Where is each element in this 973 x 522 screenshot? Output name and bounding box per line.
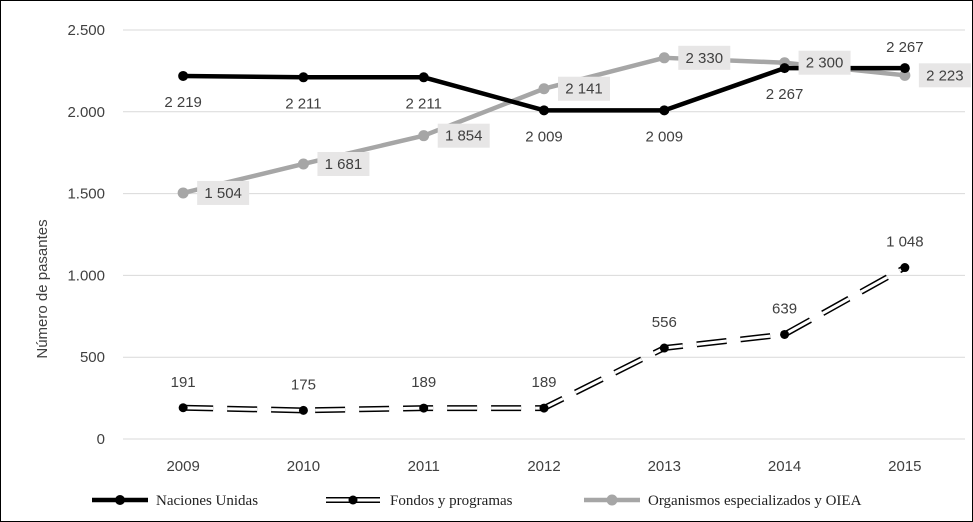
data-label-box-organismos <box>678 45 731 70</box>
data-label-box-organismos <box>317 151 370 176</box>
x-axis-ticks: 2009 2010 2011 2012 2013 2014 2015 <box>166 458 921 475</box>
data-label-naciones: 2 009 <box>525 128 563 145</box>
data-label-box-organismos <box>918 63 971 88</box>
series-naciones-point <box>298 72 309 83</box>
legend-label-naciones: Naciones Unidas <box>156 493 258 509</box>
data-label-naciones: 2 267 <box>766 86 804 103</box>
series-fondos-point <box>178 403 188 413</box>
series-naciones-point <box>779 63 790 74</box>
y-axis-label: Número de pasantes <box>34 219 51 358</box>
series-organismos-point <box>297 158 309 170</box>
legend-marker-naciones <box>115 495 125 505</box>
series-fondos-point <box>780 329 790 339</box>
series-fondos-point <box>419 403 429 413</box>
series-naciones-point <box>539 105 549 116</box>
x-tick-label: 2012 <box>527 458 560 475</box>
series-organismos-point <box>177 187 189 199</box>
data-label-naciones: 2 009 <box>646 128 684 145</box>
series-organismos-point <box>658 52 670 64</box>
data-label-organismos: 2 300 <box>806 55 844 72</box>
data-label-organismos: 2 141 <box>565 81 603 98</box>
data-label-organismos: 1 681 <box>325 156 363 173</box>
data-label-fondos: 189 <box>531 374 556 391</box>
data-label-naciones: 2 219 <box>164 94 202 111</box>
y-tick-label: 1.500 <box>67 186 105 203</box>
x-tick-label: 2011 <box>408 458 440 475</box>
x-tick-label: 2009 <box>166 458 199 475</box>
data-label-fondos: 189 <box>411 374 436 391</box>
series-organismos-point <box>538 83 550 95</box>
y-axis-ticks: 0 500 1.000 1.500 2.000 2.500 <box>67 22 105 448</box>
series-fondos-point <box>298 405 308 415</box>
y-tick-label: 1.000 <box>67 267 105 284</box>
y-tick-label: 2.500 <box>67 22 105 39</box>
x-tick-label: 2013 <box>648 458 681 475</box>
legend-label-fondos: Fondos y programas <box>390 493 513 509</box>
series-fondos-point <box>659 343 669 353</box>
x-tick-label: 2015 <box>888 458 921 475</box>
series-naciones-point <box>659 105 670 116</box>
data-label-organismos: 2 223 <box>926 67 964 84</box>
data-labels-layer: 2 219 2 211 2 211 2 009 2 009 2 267 2 267 191 17… <box>164 39 971 393</box>
data-label-organismos: 1 504 <box>204 185 242 202</box>
data-label-fondos: 556 <box>652 314 677 331</box>
y-tick-label: 0 <box>97 431 105 448</box>
data-label-naciones: 2 211 <box>285 95 321 112</box>
data-label-fondos: 1 048 <box>886 234 924 251</box>
series-organismos-point <box>418 130 430 142</box>
data-label-organismos: 2 330 <box>686 50 724 67</box>
data-label-box-organismos <box>558 76 610 101</box>
data-label-organismos: 1 854 <box>445 128 483 145</box>
x-tick-label: 2014 <box>768 458 801 475</box>
legend: Naciones Unidas Fondos y programas Organis… <box>92 493 862 509</box>
data-label-fondos: 639 <box>772 300 797 317</box>
series-naciones-point <box>178 70 189 81</box>
data-label-box-organismos <box>197 180 250 205</box>
series-naciones-point <box>899 63 910 74</box>
y-tick-label: 2.000 <box>67 104 105 121</box>
data-label-naciones: 2 267 <box>886 39 924 56</box>
data-label-fondos: 191 <box>171 374 196 391</box>
series-layer <box>177 52 911 415</box>
series-organismos-point <box>899 69 911 81</box>
y-tick-label: 500 <box>80 349 105 366</box>
series-naciones-point <box>418 72 429 83</box>
data-label-naciones: 2 211 <box>405 95 441 112</box>
legend-label-organismos: Organismos especializados y OIEA <box>648 493 862 509</box>
legend-marker-organismos <box>606 494 618 506</box>
series-fondos-point <box>900 263 910 273</box>
data-label-fondos: 175 <box>291 376 316 393</box>
legend-marker-fondos <box>348 495 358 505</box>
data-label-box-organismos <box>798 50 851 75</box>
series-fondos-point <box>539 403 549 413</box>
x-tick-label: 2010 <box>287 458 320 475</box>
data-label-box-organismos <box>437 123 490 148</box>
